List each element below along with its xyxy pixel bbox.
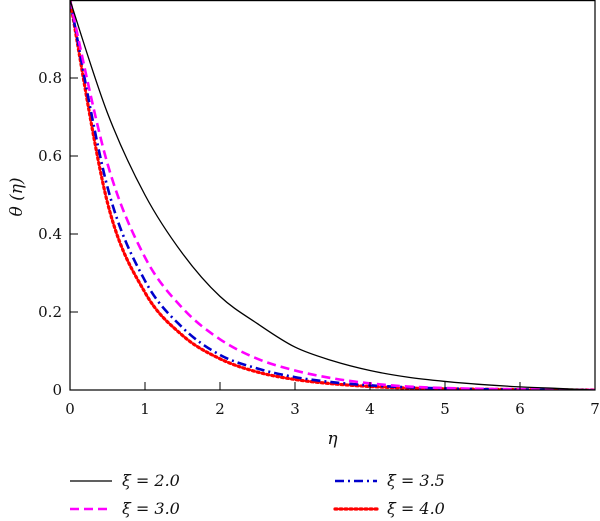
x-tick-label: 0	[65, 400, 75, 418]
y-tick-label: 0	[52, 381, 62, 399]
y-tick-label: 0.4	[38, 225, 62, 243]
legend-label: ξ = 3.0	[122, 499, 180, 518]
x-tick-label: 6	[515, 400, 525, 418]
series-layer	[70, 0, 595, 390]
x-axis-title: η	[327, 429, 338, 449]
y-tick-label: 0.2	[38, 303, 62, 321]
ticks-layer: 0 1 2 3 4 5 6 7 0 0.2 0.4 0.6 0.8	[38, 69, 600, 418]
series-line-1	[70, 0, 595, 390]
series-line-3	[70, 0, 595, 390]
legend: ξ = 2.0 ξ = 3.0 ξ = 3.5 ξ = 4.0	[70, 471, 445, 518]
x-tick-label: 3	[290, 400, 300, 418]
series-line-2	[70, 0, 595, 390]
x-tick-label: 2	[215, 400, 225, 418]
y-tick-label: 0.6	[38, 147, 62, 165]
legend-label: ξ = 2.0	[122, 471, 180, 490]
y-tick-label: 0.8	[38, 69, 62, 87]
y-axis-title: θ (η)	[7, 177, 27, 216]
plot-frame	[69, 0, 596, 391]
x-tick-label: 1	[140, 400, 150, 418]
x-tick-label: 7	[590, 400, 600, 418]
series-line-4	[70, 0, 595, 390]
x-tick-label: 5	[440, 400, 450, 418]
legend-label: ξ = 3.5	[387, 471, 445, 490]
x-tick-label: 4	[365, 400, 375, 418]
legend-label: ξ = 4.0	[387, 499, 445, 518]
